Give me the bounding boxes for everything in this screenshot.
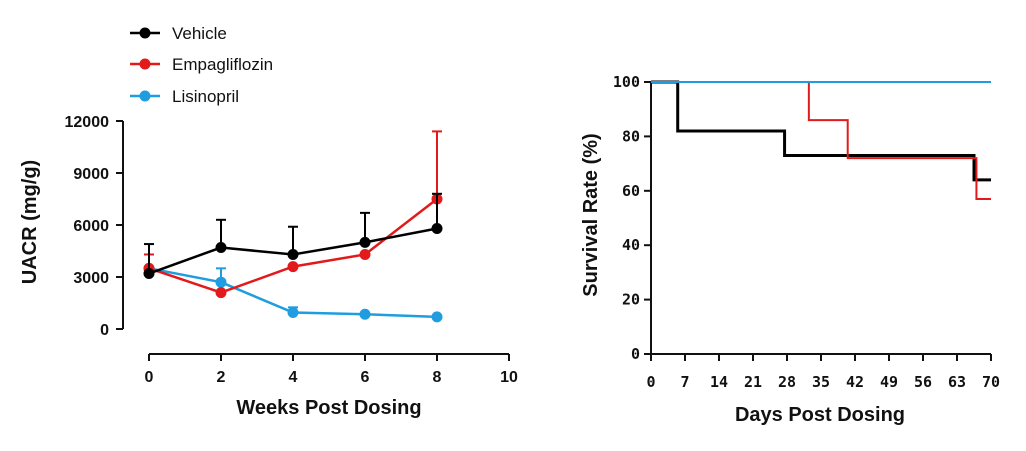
survival-step-vehicle [651,80,991,182]
x-tick-label: 0 [646,373,655,391]
legend-marker [139,27,151,39]
x-tick-label: 10 [500,369,518,386]
y-tick-label: 0 [100,322,109,339]
series-vehicle [143,192,443,280]
y-tick-label: 80 [622,127,640,145]
x-tick-label: 0 [145,369,154,386]
x-tick-label: 7 [680,373,689,391]
x-tick-label: 42 [846,373,864,391]
data-point [431,222,443,234]
data-point [287,307,299,319]
data-point [359,236,371,248]
series-empagliflozin [143,130,443,299]
y-tick-label: 3000 [73,270,109,287]
legend: Vehicle Empagliflozin Lisinopril [130,24,273,106]
legend-item-vehicle: Vehicle [130,24,227,43]
uacr-chart: 0 3000 6000 9000 12000 0 2 4 6 8 10 Weeks Post Dosi… [19,24,518,419]
x-tick-label: 56 [914,373,932,391]
legend-marker [139,90,151,102]
y-tick-label: 9000 [73,166,109,183]
x-axis-title: Weeks Post Dosing [236,397,421,419]
survival-step-empagliflozin [651,81,991,200]
x-tick-label: 21 [744,373,762,391]
data-point [359,308,371,320]
y-axis-title: Survival Rate (%) [580,133,602,296]
data-point [215,276,227,288]
legend-label: Lisinopril [172,87,239,106]
x-axis-title: Days Post Dosing [735,404,905,426]
data-point [215,242,227,254]
data-point [287,261,299,273]
legend-item-empagliflozin: Empagliflozin [130,55,273,74]
data-point [431,311,443,323]
y-tick-label: 40 [622,236,640,254]
y-tick-label: 20 [622,291,640,309]
y-axis-title: UACR (mg/g) [19,160,41,284]
y-tick-label: 6000 [73,218,109,235]
x-tick-label: 28 [778,373,796,391]
x-tick-label: 4 [289,369,298,386]
y-tick-label: 100 [613,73,640,91]
legend-label: Empagliflozin [172,55,273,74]
survival-chart: 0 20 40 60 80 100 0 7 14 21 28 35 42 49 56 63 70 Days Pos… [580,73,1000,426]
x-tick-label: 8 [433,369,442,386]
x-tick-label: 6 [361,369,370,386]
y-tick-label: 12000 [65,114,110,131]
data-point [143,268,155,280]
x-tick-label: 14 [710,373,728,391]
x-tick-label: 35 [812,373,830,391]
legend-marker [139,58,151,70]
legend-label: Vehicle [172,24,227,43]
data-point [359,248,371,260]
legend-item-lisinopril: Lisinopril [130,87,239,106]
x-tick-label: 70 [982,373,1000,391]
y-tick-label: 0 [631,345,640,363]
x-tick-label: 63 [948,373,966,391]
x-tick-label: 49 [880,373,898,391]
data-point [287,248,299,260]
data-point [215,287,227,299]
x-tick-label: 2 [217,369,226,386]
y-tick-label: 60 [622,182,640,200]
